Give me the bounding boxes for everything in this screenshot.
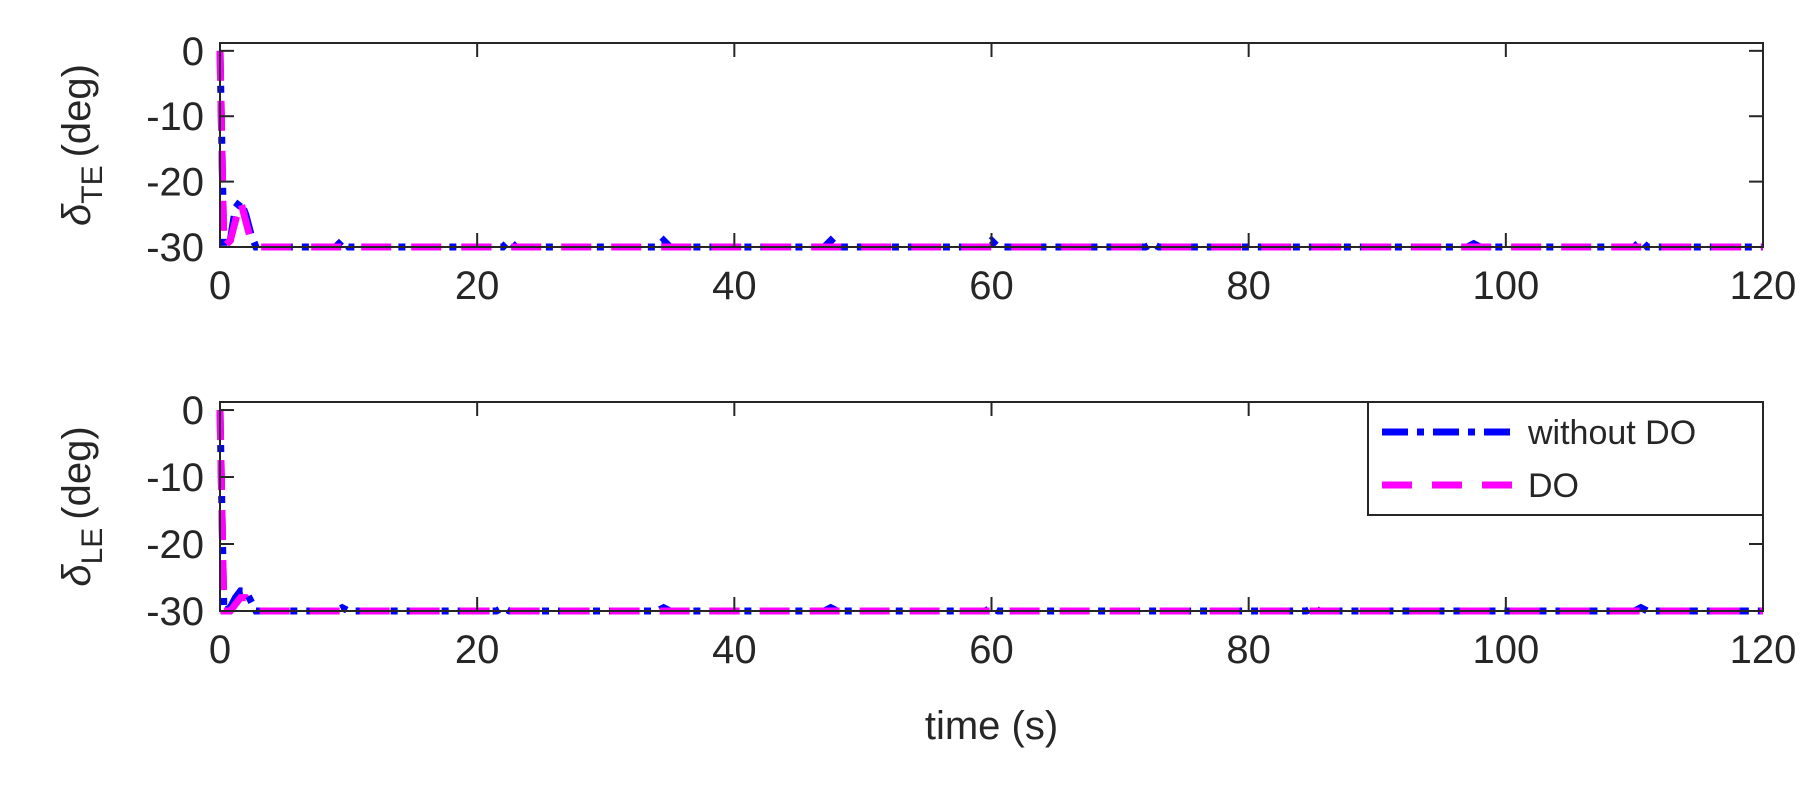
y-tick-label: -10 [146,95,204,139]
y-tick-label: -30 [146,590,204,634]
y-tick-label: -10 [146,456,204,500]
y-label-symbol: δ [55,564,99,587]
x-tick-label: 40 [712,628,757,672]
x-axis-label: time (s) [925,704,1058,748]
legend-box [1367,401,1764,516]
y-tick-label: 0 [182,389,204,433]
legend-label: without DO [1527,414,1696,452]
x-tick-label: 100 [1472,628,1539,672]
y-axis-label: δTE (deg) [55,64,109,226]
x-tick-label: 0 [209,264,231,308]
x-tick-label: 0 [209,628,231,672]
x-tick-label: 20 [455,628,500,672]
x-tick-label: 80 [1226,628,1271,672]
x-tick-label: 80 [1226,264,1271,308]
y-tick-label: -20 [146,161,204,205]
x-tick-label: 60 [969,264,1014,308]
x-tick-label: 40 [712,264,757,308]
x-tick-label: 120 [1730,264,1797,308]
y-label-subscript: TE [76,165,109,203]
x-tick-label: 20 [455,264,500,308]
y-tick-label: -30 [146,226,204,270]
x-tick-label: 100 [1472,264,1539,308]
x-tick-label: 120 [1730,628,1797,672]
y-label-subscript: LE [76,528,109,565]
y-label-unit: (deg) [55,426,99,519]
x-tick-label: 60 [969,628,1014,672]
y-label-unit: (deg) [55,64,99,157]
legend-label: DO [1528,467,1579,505]
y-tick-label: 0 [182,30,204,74]
y-label-symbol: δ [55,203,99,226]
y-tick-label: -20 [146,523,204,567]
y-axis-label: δLE (deg) [55,426,109,586]
axes-background [220,43,1763,247]
